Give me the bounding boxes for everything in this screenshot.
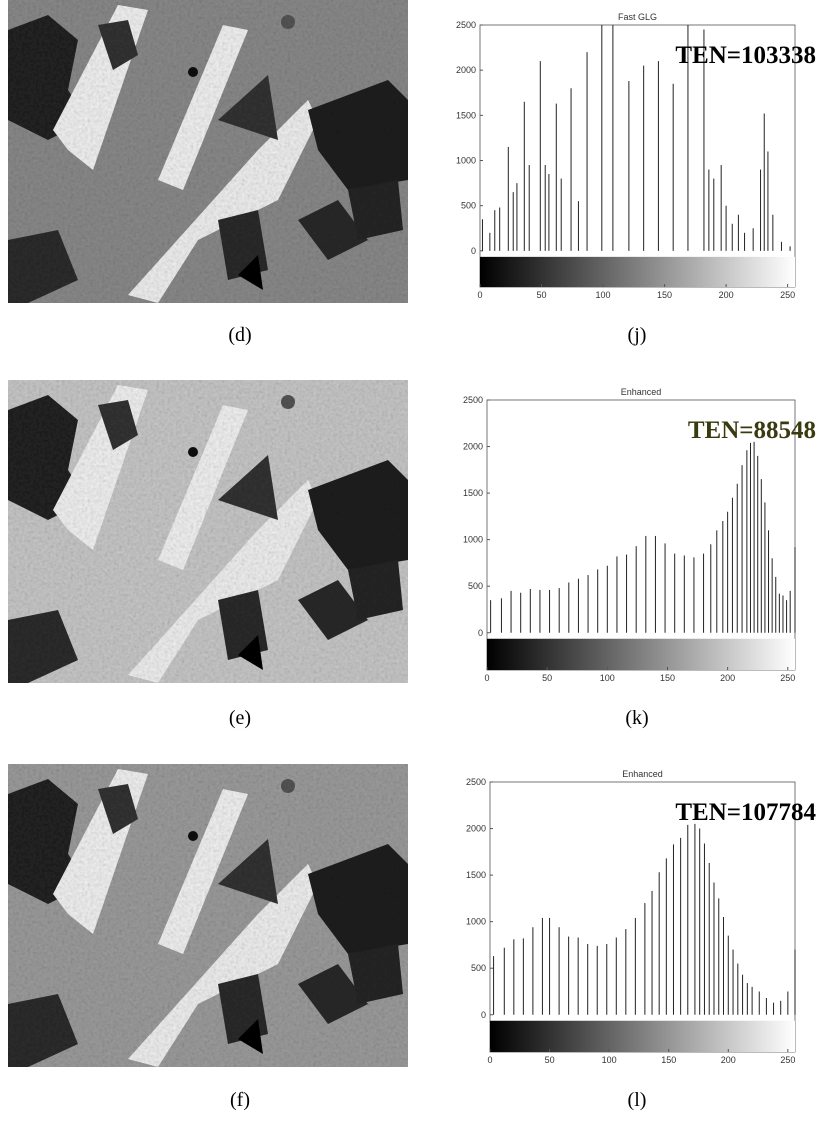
chart-title: Enhanced (621, 387, 662, 397)
x-tick-label: 0 (487, 1055, 492, 1065)
y-tick-label: 500 (471, 963, 486, 973)
x-tick-label: 150 (661, 1055, 676, 1065)
ten-annotation: TEN=88548 (688, 417, 816, 444)
x-tick-label: 100 (602, 1055, 617, 1065)
y-tick-label: 0 (481, 1010, 486, 1020)
y-tick-label: 2000 (466, 824, 486, 834)
x-tick-label: 50 (537, 290, 547, 300)
y-tick-label: 2500 (456, 20, 476, 30)
chart-caption: (l) (628, 1089, 647, 1111)
chart-caption: (j) (628, 324, 647, 346)
chart-title: Fast GLG (618, 12, 657, 22)
plot-frame (479, 24, 796, 288)
x-tick-label: 50 (542, 673, 552, 683)
y-tick-label: 1000 (463, 535, 483, 545)
micrograph-e (8, 380, 408, 683)
x-tick-label: 200 (721, 1055, 736, 1065)
x-tick-label: 250 (780, 290, 795, 300)
image-caption: (e) (229, 707, 251, 729)
y-tick-label: 1500 (463, 488, 483, 498)
y-tick-label: 500 (461, 201, 476, 211)
micrograph-f (8, 764, 408, 1067)
micrograph-d (8, 0, 408, 303)
y-tick-label: 2000 (463, 442, 483, 452)
x-tick-label: 200 (720, 673, 735, 683)
y-tick-label: 500 (468, 581, 483, 591)
y-tick-label: 2500 (466, 777, 486, 787)
x-tick-label: 0 (477, 290, 482, 300)
y-tick-label: 0 (478, 628, 483, 638)
gray-colorbar (490, 1020, 795, 1052)
x-tick-label: 50 (545, 1055, 555, 1065)
y-tick-label: 2500 (463, 395, 483, 405)
y-tick-label: 1500 (466, 870, 486, 880)
chart-caption: (k) (625, 707, 648, 729)
chart-title: Enhanced (622, 769, 663, 779)
y-tick-label: 1000 (456, 156, 476, 166)
ten-annotation: TEN=107784 (675, 799, 816, 826)
gray-colorbar (487, 638, 795, 670)
x-tick-label: 250 (780, 1055, 795, 1065)
y-tick-label: 2000 (456, 65, 476, 75)
x-tick-label: 250 (780, 673, 795, 683)
plot-frame (489, 781, 796, 1053)
x-tick-label: 150 (657, 290, 672, 300)
image-caption: (f) (230, 1089, 250, 1111)
y-tick-label: 0 (471, 246, 476, 256)
x-tick-label: 150 (660, 673, 675, 683)
x-tick-label: 100 (596, 290, 611, 300)
x-tick-label: 0 (484, 673, 489, 683)
y-tick-label: 1000 (466, 917, 486, 927)
y-tick-label: 1500 (456, 110, 476, 120)
plot-frame (486, 399, 796, 671)
image-caption: (d) (228, 324, 251, 346)
ten-annotation: TEN=103338 (675, 42, 816, 69)
x-tick-label: 100 (600, 673, 615, 683)
x-tick-label: 200 (719, 290, 734, 300)
gray-colorbar (480, 256, 795, 287)
